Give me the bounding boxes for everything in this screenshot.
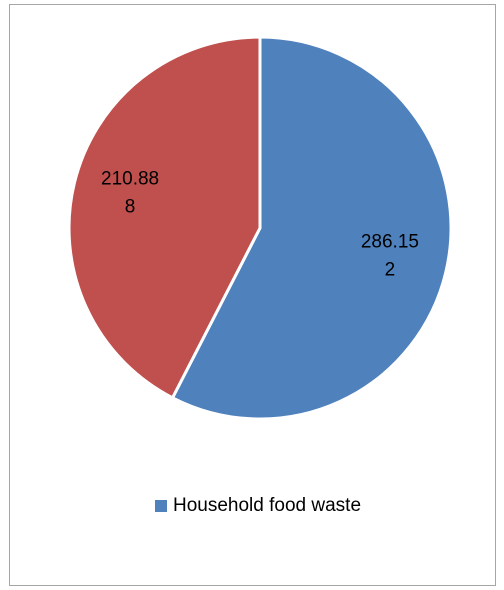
legend-label-household-food-waste: Household food waste: [173, 495, 362, 516]
legend: Household food waste: [155, 495, 361, 517]
pie-slice-1: [171, 35, 453, 421]
pie-slice-2: [67, 35, 262, 400]
pie-chart: 286.15 2 210.88 8: [67, 35, 453, 421]
pie-data-label-2: 210.88 8: [101, 168, 159, 217]
pie-data-label-1: 286.15 2: [361, 232, 419, 281]
legend-swatch-household-food-waste: [155, 500, 167, 512]
chart-area: 286.15 2 210.88 8 Household food waste: [9, 4, 496, 586]
